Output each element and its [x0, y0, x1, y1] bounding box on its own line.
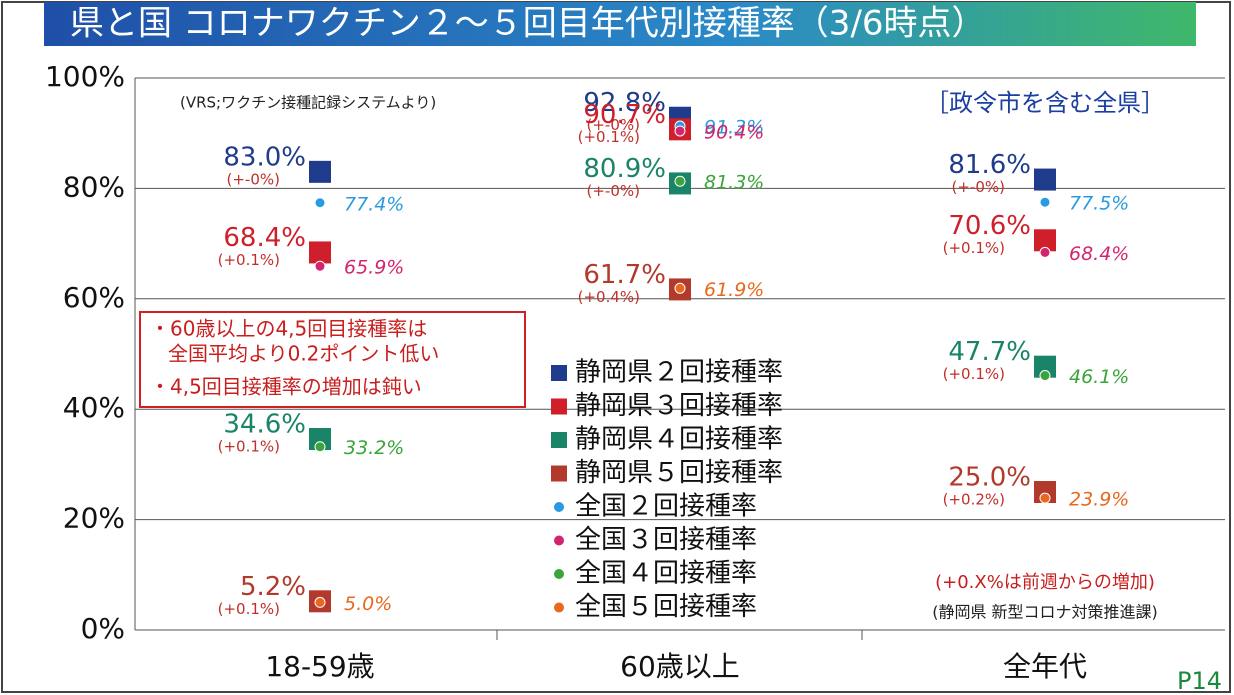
- value-label: 5.2%: [240, 572, 306, 602]
- legend-label: 全国５回接種率: [575, 592, 757, 622]
- y-tick-label: 100%: [45, 60, 125, 93]
- chart-title: 県と国 コロナワクチン２～５回目年代別接種率（3/6時点）: [70, 4, 986, 44]
- value-label: 77.4%: [344, 193, 404, 215]
- rate-dot: [1039, 196, 1051, 208]
- callout-box: [139, 311, 526, 408]
- value-label: 68.4%: [1069, 243, 1129, 265]
- value-label: 91.3%: [704, 117, 764, 139]
- rate-dot: [314, 596, 326, 608]
- legend-label: 静岡県４回接種率: [575, 425, 783, 455]
- legend-marker: [551, 365, 567, 381]
- scope-note: ［政令市を含む全県］: [925, 89, 1165, 117]
- value-label: 83.0%: [223, 142, 306, 172]
- value-label: 25.0%: [948, 463, 1031, 493]
- legend-label: 全国３回接種率: [575, 525, 757, 555]
- rate-square: [309, 160, 331, 183]
- change-label: (+0.1%): [218, 438, 280, 456]
- value-label: 46.1%: [1069, 366, 1129, 388]
- credit: (静岡県 新型コロナ対策推進課): [932, 603, 1158, 622]
- value-label: 92.8%: [583, 88, 666, 118]
- rate-square: [1034, 168, 1056, 191]
- callout-text: ・60歳以上の4,5回目接種率は: [150, 317, 427, 341]
- value-label: 65.9%: [344, 257, 404, 279]
- value-label: 81.3%: [704, 172, 764, 194]
- rate-square: [1034, 481, 1056, 503]
- callout-text: ・4,5回目接種率の増加は鈍い: [150, 375, 422, 399]
- source-note: (VRS;ワクチン接種記録システムより): [180, 94, 436, 112]
- rate-dot: [674, 282, 686, 294]
- page-number: P14: [1177, 667, 1222, 695]
- value-label: 61.9%: [704, 279, 764, 301]
- rate-dot: [314, 260, 326, 272]
- rate-dot: [314, 441, 326, 453]
- legend-label: 静岡県５回接種率: [575, 458, 783, 488]
- legend-label: 全国２回接種率: [575, 492, 757, 522]
- y-tick-label: 20%: [63, 502, 125, 535]
- value-label: 68.4%: [223, 223, 306, 253]
- value-label: 34.6%: [223, 410, 306, 440]
- change-label: (+-0%): [587, 182, 640, 200]
- value-label: 23.9%: [1069, 489, 1129, 511]
- value-label: 47.7%: [948, 337, 1031, 367]
- change-label: (+-0%): [952, 178, 1005, 196]
- legend-marker: [554, 602, 564, 613]
- rate-square: [309, 241, 331, 264]
- value-label: 81.6%: [948, 150, 1031, 180]
- value-label: 80.9%: [583, 154, 666, 184]
- rate-square: [1034, 355, 1056, 378]
- change-label: (+0.4%): [578, 288, 640, 306]
- rate-dot: [1039, 492, 1051, 504]
- change-label: (+0.1%): [578, 128, 640, 146]
- rate-dot: [1039, 246, 1051, 258]
- value-label: 70.6%: [948, 211, 1031, 241]
- value-label: 77.5%: [1069, 193, 1129, 215]
- rate-dot: [674, 125, 686, 137]
- y-tick-label: 60%: [63, 281, 125, 314]
- value-label: 61.7%: [583, 260, 666, 290]
- legend-label: 静岡県２回接種率: [575, 358, 783, 388]
- rate-dot: [1039, 370, 1051, 382]
- y-tick-label: 0%: [81, 612, 125, 645]
- x-tick-label: 60歳以上: [620, 650, 740, 683]
- value-label: 5.0%: [344, 593, 392, 615]
- legend-marker: [554, 502, 564, 512]
- value-label: 90.7%: [583, 100, 666, 130]
- value-label: 33.2%: [344, 437, 404, 459]
- y-tick-label: 80%: [63, 170, 125, 203]
- legend-label: 全国４回接種率: [575, 559, 757, 589]
- value-label: 90.4%: [704, 121, 764, 143]
- rate-dot: [314, 197, 326, 209]
- x-tick-label: 全年代: [1003, 650, 1087, 683]
- change-label: (+0.2%): [943, 491, 1005, 509]
- change-label: (+0.1%): [943, 239, 1005, 257]
- legend-marker: [551, 398, 567, 415]
- rate-square: [1034, 229, 1056, 252]
- legend-marker: [551, 432, 567, 448]
- callout-text: 全国平均より0.2ポイント低い: [168, 342, 439, 366]
- change-label: (+0.1%): [943, 365, 1005, 383]
- legend-marker: [554, 535, 564, 546]
- legend-label: 静岡県３回接種率: [575, 391, 783, 421]
- change-note: (+0.X%は前週からの増加): [935, 572, 1155, 593]
- y-tick-label: 40%: [63, 391, 125, 424]
- rate-dot: [674, 175, 686, 187]
- x-tick-label: 18-59歳: [265, 650, 374, 683]
- change-label: (+-0%): [587, 116, 640, 134]
- title-bar: [44, 2, 1196, 46]
- rate-square: [309, 428, 331, 451]
- change-label: (+0.1%): [218, 600, 280, 618]
- change-label: (+0.1%): [218, 251, 280, 269]
- legend-marker: [554, 569, 564, 579]
- legend-marker: [551, 465, 567, 482]
- change-label: (+-0%): [227, 170, 280, 188]
